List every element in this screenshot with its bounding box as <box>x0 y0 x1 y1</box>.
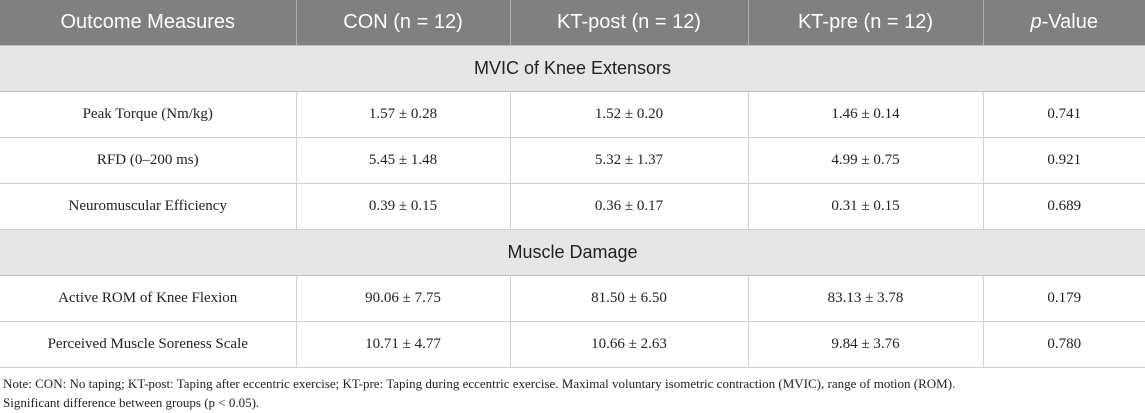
con-cell: 0.39 ± 0.15 <box>295 183 510 230</box>
p-value-cell: 0.780 <box>982 321 1145 368</box>
p-value-cell: 0.741 <box>982 91 1145 138</box>
header-kt-post: KT-post (n = 12) <box>509 0 748 45</box>
section-row-muscle-damage: Muscle Damage <box>0 228 1145 276</box>
outcome-cell: Active ROM of Knee Flexion <box>0 275 296 322</box>
header-con: CON (n = 12) <box>295 0 510 45</box>
con-cell: 10.71 ± 4.77 <box>295 321 510 368</box>
outcome-cell: RFD (0–200 ms) <box>0 137 296 184</box>
header-outcome-measures: Outcome Measures <box>60 10 235 33</box>
section-title: Muscle Damage <box>0 228 1145 276</box>
outcome-cell: Peak Torque (Nm/kg) <box>0 91 296 138</box>
note-line-1: Note: CON: No taping; KT-post: Taping af… <box>3 376 956 391</box>
con-cell: 90.06 ± 7.75 <box>295 275 510 322</box>
header-row: Outcome Measures CON (n = 12) KT-post (n… <box>0 0 1145 45</box>
kt-post-cell: 5.32 ± 1.37 <box>509 137 748 184</box>
table-row: Neuromuscular Efficiency 0.39 ± 0.15 0.3… <box>0 183 1145 230</box>
kt-post-cell: 10.66 ± 2.63 <box>509 321 748 368</box>
kt-pre-cell: 4.99 ± 0.75 <box>747 137 983 184</box>
outcome-cell: Perceived Muscle Soreness Scale <box>0 321 296 368</box>
header-kt-pre: KT-pre (n = 12) <box>747 0 983 45</box>
p-value-cell: 0.689 <box>982 183 1145 230</box>
header-p-value: p-Value <box>982 0 1145 45</box>
kt-pre-cell: 9.84 ± 3.76 <box>747 321 983 368</box>
kt-post-cell: 1.52 ± 0.20 <box>509 91 748 138</box>
outcome-table: Outcome Measures CON (n = 12) KT-post (n… <box>0 0 1145 368</box>
table-row: Perceived Muscle Soreness Scale 10.71 ± … <box>0 321 1145 368</box>
con-cell: 5.45 ± 1.48 <box>295 137 510 184</box>
table-note: Note: CON: No taping; KT-post: Taping af… <box>3 374 1143 412</box>
con-cell: 1.57 ± 0.28 <box>295 91 510 138</box>
kt-post-cell: 0.36 ± 0.17 <box>509 183 748 230</box>
kt-pre-cell: 83.13 ± 3.78 <box>747 275 983 322</box>
section-row-mvic: MVIC of Knee Extensors <box>0 44 1145 92</box>
p-value-cell: 0.921 <box>982 137 1145 184</box>
table-row: Peak Torque (Nm/kg) 1.57 ± 0.28 1.52 ± 0… <box>0 91 1145 138</box>
kt-post-cell: 81.50 ± 6.50 <box>509 275 748 322</box>
outcome-cell: Neuromuscular Efficiency <box>0 183 296 230</box>
table-row: Active ROM of Knee Flexion 90.06 ± 7.75 … <box>0 275 1145 322</box>
p-italic: p <box>1030 10 1042 33</box>
p-value-suffix: -Value <box>1041 10 1098 33</box>
section-title: MVIC of Knee Extensors <box>0 44 1145 92</box>
note-line-2: Significant difference between groups (p… <box>3 395 260 410</box>
kt-pre-cell: 1.46 ± 0.14 <box>747 91 983 138</box>
kt-pre-cell: 0.31 ± 0.15 <box>747 183 983 230</box>
p-value-cell: 0.179 <box>982 275 1145 322</box>
table-row: RFD (0–200 ms) 5.45 ± 1.48 5.32 ± 1.37 4… <box>0 137 1145 184</box>
